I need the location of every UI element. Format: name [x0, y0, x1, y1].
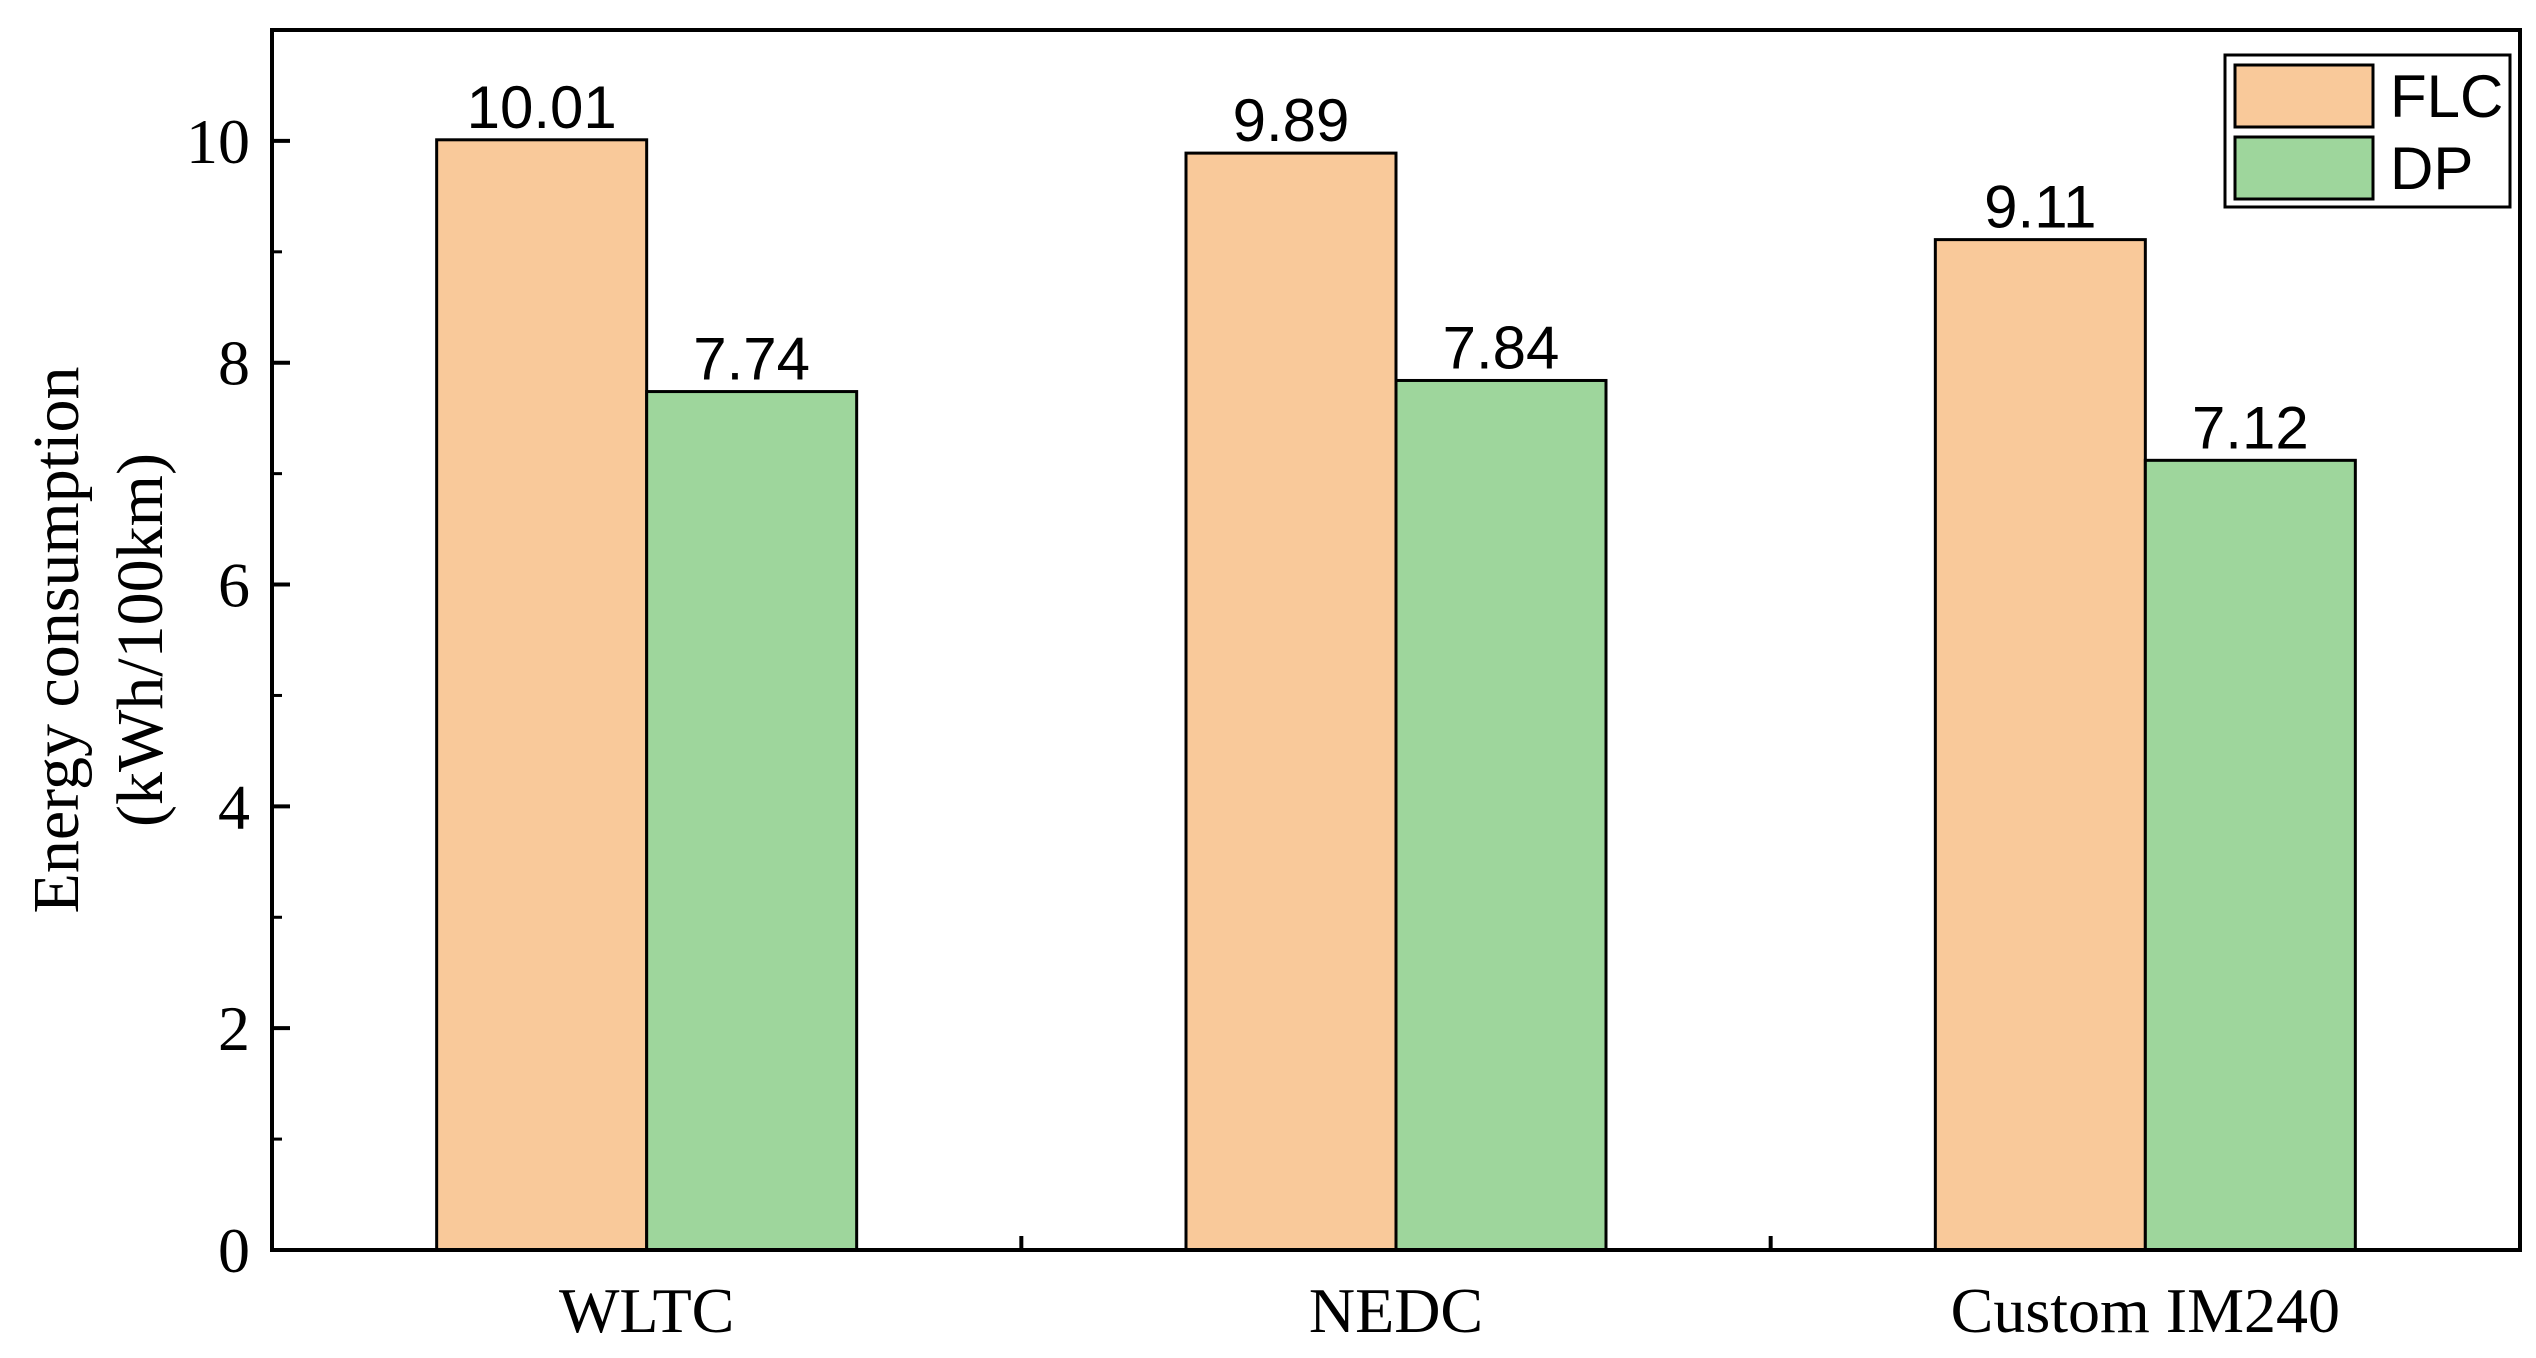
bar-dp-custom-im240 — [2143, 458, 2357, 1252]
y-tick-label: 0 — [218, 1215, 250, 1286]
bar-dp-nedc — [1394, 378, 1608, 1252]
x-tick-label-wltc: WLTC — [559, 1275, 734, 1346]
x-tick-label-nedc: NEDC — [1309, 1275, 1483, 1346]
data-label-flc-wltc: 10.01 — [467, 74, 617, 141]
data-label-dp-nedc: 7.84 — [1443, 314, 1560, 381]
bars-layer — [435, 138, 2357, 1252]
y-tick-label: 10 — [186, 106, 250, 177]
bar-dp-wltc — [645, 390, 859, 1252]
data-label-dp-wltc: 7.74 — [693, 326, 810, 393]
y-tick-label: 6 — [218, 550, 250, 621]
data-label-dp-custom-im240: 7.12 — [2192, 394, 2309, 461]
y-tick-label: 4 — [218, 771, 250, 842]
axes-layer: 0 2 4 6 8 10 WLTC NEDC Custom IM240 — [186, 28, 2340, 1346]
bar-flc-nedc — [1184, 151, 1398, 1252]
x-tick-label-custom-im240: Custom IM240 — [1951, 1275, 2340, 1346]
y-axis-title-line-1: Energy consumption — [20, 367, 93, 914]
plot-frame — [270, 28, 2522, 1252]
y-tick-label: 8 — [218, 328, 250, 399]
bar-flc-custom-im240 — [1933, 238, 2147, 1252]
y-axis-title-line-2: (kWh/100km) — [104, 453, 177, 827]
legend-label-flc: FLC — [2390, 63, 2503, 130]
legend-swatch-flc — [2233, 63, 2375, 129]
y-tick-label: 2 — [218, 993, 250, 1064]
bar-flc-wltc — [435, 138, 649, 1252]
data-label-flc-custom-im240: 9.11 — [1984, 174, 2096, 241]
data-labels-layer: 10.01 7.74 9.89 7.84 9.11 7.12 — [467, 74, 2309, 462]
legend-swatch-dp — [2233, 135, 2375, 201]
legend-label-dp: DP — [2390, 135, 2473, 202]
data-label-flc-nedc: 9.89 — [1233, 87, 1350, 154]
